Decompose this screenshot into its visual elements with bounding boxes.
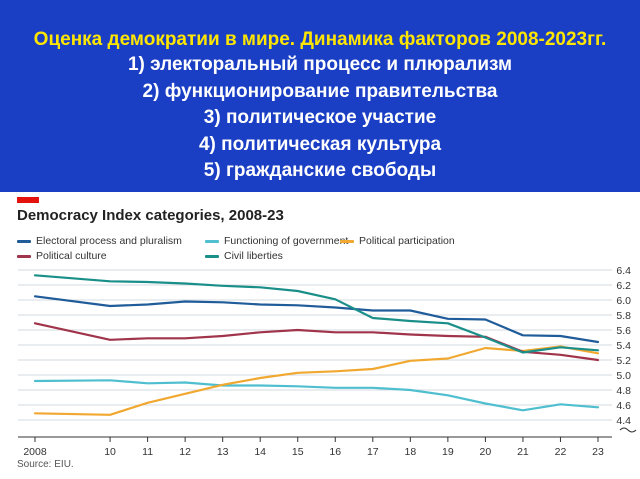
y-tick-labels: 6.4 6.2 6.0 5.8 5.6 5.4 5.2 5.0 4.8 4.6 4.4 <box>616 265 631 427</box>
x-tick-label: 15 <box>292 446 304 458</box>
title-banner: Оценка демократии в мире. Динамика факто… <box>0 0 640 192</box>
x-tick-label: 12 <box>179 446 191 458</box>
series-line-1 <box>33 295 600 344</box>
source-note: Source: EIU. <box>17 459 74 470</box>
legend-item-civil: Civil liberties <box>205 250 283 262</box>
y-tick-label: 6.2 <box>616 280 631 292</box>
x-tick-label: 19 <box>442 446 454 458</box>
legend-swatch <box>205 254 219 258</box>
y-tick-label: 4.6 <box>616 400 631 412</box>
banner-title: Оценка демократии в мире. Динамика факто… <box>33 29 607 50</box>
axis-break-mark <box>619 427 637 433</box>
banner-line-2: 2) функционирование правительства <box>142 80 498 102</box>
chart-title: Democracy Index categories, 2008-23 <box>17 207 284 224</box>
x-tick-label: 21 <box>517 446 529 458</box>
legend-swatch <box>205 239 219 243</box>
y-tick-label: 5.8 <box>616 310 631 322</box>
x-tick-label: 14 <box>254 446 266 458</box>
x-tick-label: 2008 <box>23 446 47 458</box>
y-tick-label: 5.2 <box>616 355 631 367</box>
y-tick-label: 6.0 <box>616 295 631 307</box>
legend-label: Political culture <box>36 250 107 262</box>
x-tick-label: 22 <box>555 446 567 458</box>
banner-line-4: 4) политическая культура <box>198 133 442 155</box>
y-tick-label: 5.0 <box>616 370 631 382</box>
x-tick-label: 11 <box>142 446 153 458</box>
series-line-5 <box>33 274 600 354</box>
x-tick-label: 20 <box>480 446 492 458</box>
red-accent-tag <box>17 197 39 203</box>
legend-label: Electoral process and pluralism <box>36 235 182 247</box>
banner-line-3: 3) политическое участие <box>203 107 437 128</box>
series-line-2 <box>33 379 600 412</box>
x-axis <box>18 427 637 438</box>
legend-swatch <box>17 239 31 243</box>
legend-item-electoral: Electoral process and pluralism <box>17 235 182 247</box>
y-tick-label: 4.4 <box>616 415 631 427</box>
x-tick-label: 18 <box>404 446 416 458</box>
legend-label: Civil liberties <box>224 250 283 262</box>
legend-item-government: Functioning of government <box>205 235 348 247</box>
legend-swatch <box>17 254 31 258</box>
legend-label: Political participation <box>359 235 455 247</box>
y-tick-label: 4.8 <box>616 385 631 397</box>
banner-line-5: 5) гражданские свободы <box>203 160 437 181</box>
x-tick-label: 23 <box>592 446 604 458</box>
x-tick-label: 10 <box>104 446 116 458</box>
x-tick-label: 17 <box>367 446 379 458</box>
x-tick-labels: 2008 10 11 12 13 14 15 16 17 18 19 20 21 22 23 <box>23 437 604 458</box>
legend-swatch <box>340 239 354 243</box>
x-tick-label: 13 <box>217 446 229 458</box>
series-line-3 <box>33 345 600 416</box>
series-lines <box>33 274 600 416</box>
legend-label: Functioning of government <box>224 235 349 247</box>
series-line-4 <box>33 322 600 362</box>
y-tick-label: 5.4 <box>616 340 631 352</box>
legend-item-participation: Political participation <box>340 235 455 247</box>
legend-item-culture: Political culture <box>17 250 107 262</box>
y-tick-label: 5.6 <box>616 325 631 337</box>
grid-lines <box>18 269 612 421</box>
banner-line-1: 1) электоральный процесс и плюрализм <box>127 54 513 75</box>
y-tick-label: 6.4 <box>616 265 631 277</box>
x-tick-label: 16 <box>329 446 341 458</box>
